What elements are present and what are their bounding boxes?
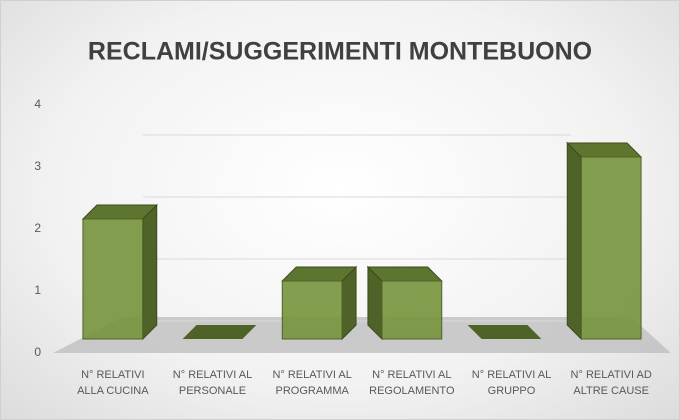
x-tick-label: N° RELATIVI ALLA CUCINA [77,369,149,397]
x-tick-label: N° RELATIVI AL PERSONALE [172,369,253,397]
y-tick-label: 3 [34,159,41,173]
x-tick-label: N° RELATIVI AL REGOLAMENTO [369,369,455,397]
bar-front [580,156,642,340]
chart-title: RECLAMI/SUGGERIMENTI MONTEBUONO [88,38,592,66]
bar-front [381,280,443,340]
bar-face [182,325,257,339]
x-tick-label: N° RELATIVI AL PROGRAMMA [272,369,352,397]
y-tick-label: 0 [34,345,41,359]
bar [566,141,643,341]
bar [366,265,443,341]
y-tick-label: 1 [34,283,41,297]
bar [182,325,257,339]
bar [281,265,358,341]
x-tick-label: N° RELATIVI AL GRUPPO [471,369,552,397]
bar [467,325,542,339]
bar-front [82,218,144,340]
bar-front [281,280,343,340]
bar [81,203,158,341]
bar-side [142,203,158,341]
x-tick-label: N° RELATIVI AD ALTRE CAUSE [570,369,652,397]
bar-face [467,325,542,339]
y-tick-label: 4 [34,97,41,111]
bar-side [566,141,582,341]
y-tick-label: 2 [34,221,41,235]
